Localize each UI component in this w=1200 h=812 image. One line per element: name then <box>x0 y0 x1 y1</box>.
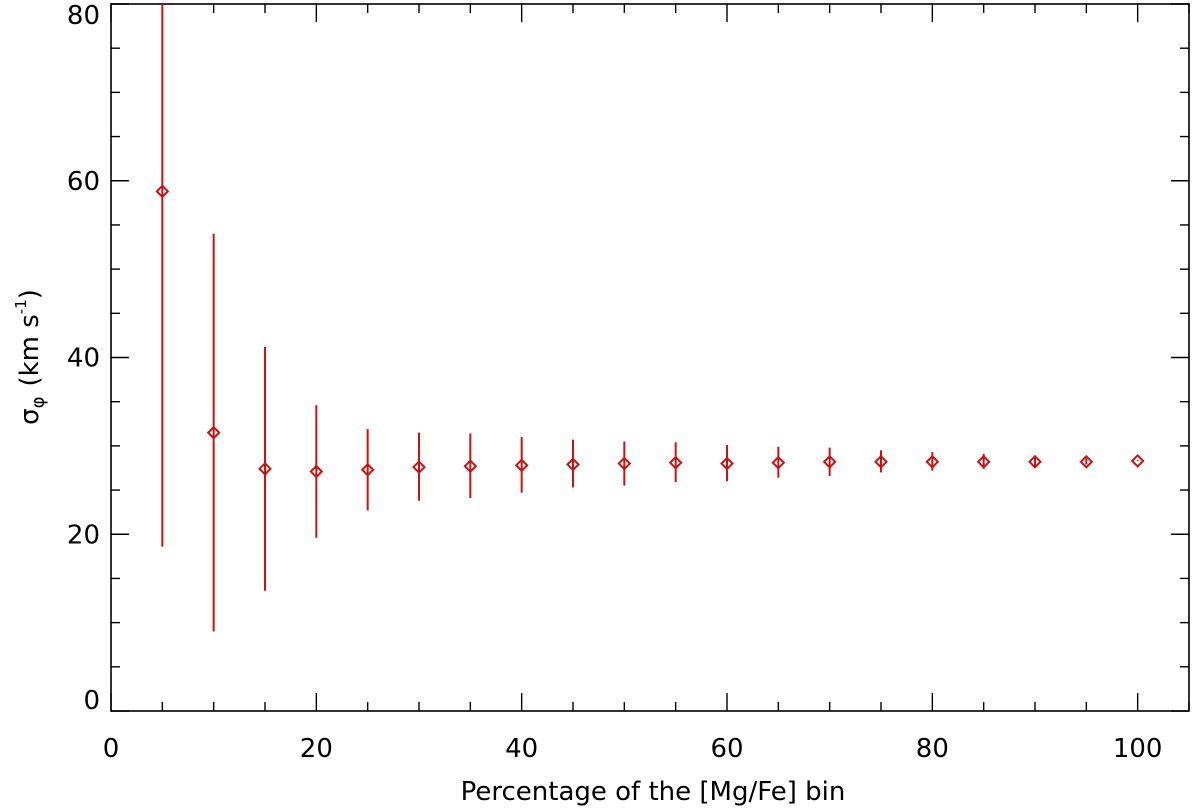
diamond-marker <box>514 458 529 473</box>
data-point <box>822 447 837 476</box>
data-point <box>668 442 683 483</box>
data-point <box>514 437 529 493</box>
diamond-marker <box>1079 454 1094 469</box>
data-point <box>1028 454 1042 469</box>
diamond-marker <box>309 464 324 479</box>
data-point <box>206 233 221 632</box>
diamond-marker <box>925 454 940 469</box>
data-point <box>309 405 324 538</box>
y-tick-label: 0 <box>83 686 100 716</box>
diamond-marker <box>1130 453 1145 468</box>
y-axis-label-subscript: φ <box>28 397 49 409</box>
y-tick-label: 60 <box>67 167 100 197</box>
diamond-marker <box>206 425 221 440</box>
y-axis-label-unit: (km s <box>15 314 45 386</box>
y-tick-label: 80 <box>67 1 100 31</box>
diamond-marker <box>617 456 632 471</box>
x-tick-label: 0 <box>103 734 120 764</box>
data-point <box>617 441 632 486</box>
diamond-marker <box>566 457 580 472</box>
data-point <box>925 452 940 471</box>
x-tick-label: 80 <box>916 734 949 764</box>
tick-labels: 0 20 40 60 80 100 0 20 40 60 80 <box>67 1 1163 764</box>
data-point <box>976 453 991 469</box>
data-point <box>360 429 375 511</box>
diamond-marker <box>771 455 786 470</box>
data-point <box>1130 453 1145 468</box>
data-point <box>463 433 478 499</box>
x-tick-label: 40 <box>505 734 538 764</box>
data-point <box>566 439 580 488</box>
data-points <box>155 4 1145 632</box>
data-point <box>412 432 426 501</box>
plot-frame <box>110 3 1190 712</box>
x-tick-label: 60 <box>710 734 743 764</box>
ticks <box>110 3 1190 712</box>
diamond-marker <box>258 461 272 476</box>
data-point <box>771 446 786 478</box>
data-point <box>155 4 170 547</box>
axes <box>110 3 1190 712</box>
y-axis-label-close: ) <box>15 289 45 299</box>
y-axis-label-superscript: -1 <box>12 299 30 314</box>
y-axis-label: σφ (km s-1) <box>12 289 49 425</box>
diamond-marker <box>668 455 683 470</box>
x-tick-label: 100 <box>1113 734 1163 764</box>
diamond-marker <box>412 460 426 474</box>
diamond-marker <box>720 456 734 471</box>
y-axis-label-symbol: σ <box>15 408 45 424</box>
x-axis-label: Percentage of the [Mg/Fe] bin <box>461 777 846 807</box>
diamond-marker <box>1028 454 1042 469</box>
diamond-marker <box>874 454 888 469</box>
data-point <box>874 450 888 473</box>
diamond-marker <box>463 459 478 474</box>
diamond-marker <box>360 462 375 477</box>
diamond-marker <box>155 184 170 199</box>
x-tick-label: 20 <box>300 734 333 764</box>
data-point <box>720 444 734 482</box>
data-point <box>1079 454 1094 469</box>
y-tick-label: 20 <box>67 520 100 550</box>
diamond-marker <box>822 454 837 469</box>
diamond-marker <box>976 454 991 469</box>
data-point <box>258 346 272 591</box>
y-tick-label: 40 <box>67 344 100 374</box>
